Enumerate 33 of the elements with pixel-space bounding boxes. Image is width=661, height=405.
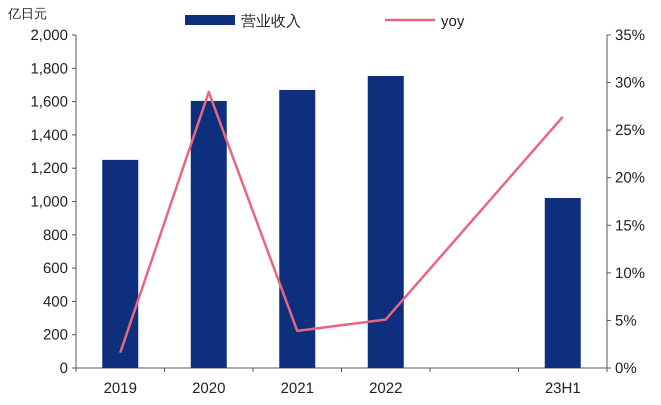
line-series [119, 90, 564, 354]
x-tick-label: 2022 [369, 380, 402, 397]
legend-label: 营业收入 [241, 13, 301, 30]
y2-tick-label: 35% [615, 27, 646, 44]
bar [190, 100, 227, 368]
y-tick-label: 600 [42, 260, 68, 278]
y-tick-label: 1,400 [30, 126, 68, 144]
x-tick-label: 2019 [104, 380, 137, 397]
bar [279, 90, 316, 368]
x-tick-label: 23H1 [544, 380, 581, 397]
y-tick-label: 400 [42, 293, 68, 310]
legend-label: yoy [441, 13, 465, 30]
y-tick-label: 800 [42, 226, 68, 244]
y2-tick-label: 0% [615, 360, 637, 377]
y-axis-title: 亿日元 [7, 6, 47, 21]
y-tick-label: 1,800 [30, 60, 68, 78]
y2-tick-label: 30% [615, 74, 646, 92]
x-tick-label: 2021 [280, 380, 314, 397]
y-tick-label: 2,000 [30, 27, 68, 44]
bar [368, 76, 404, 368]
y-tick-label: 0 [60, 360, 68, 377]
y-tick-label: 1,200 [30, 160, 68, 178]
y2-tick-label: 5% [615, 312, 637, 330]
y-tick-label: 1,600 [30, 94, 68, 111]
y-tick-label: 1,000 [30, 194, 68, 210]
bar [544, 198, 581, 368]
y2-tick-label: 10% [615, 264, 646, 282]
y2-tick-label: 15% [615, 217, 646, 234]
y2-tick-label: 25% [615, 122, 646, 140]
x-tick-label: 2020 [192, 380, 226, 397]
y2-tick-label: 20% [615, 170, 646, 187]
bar [102, 160, 138, 368]
y-tick-label: 200 [42, 326, 68, 344]
